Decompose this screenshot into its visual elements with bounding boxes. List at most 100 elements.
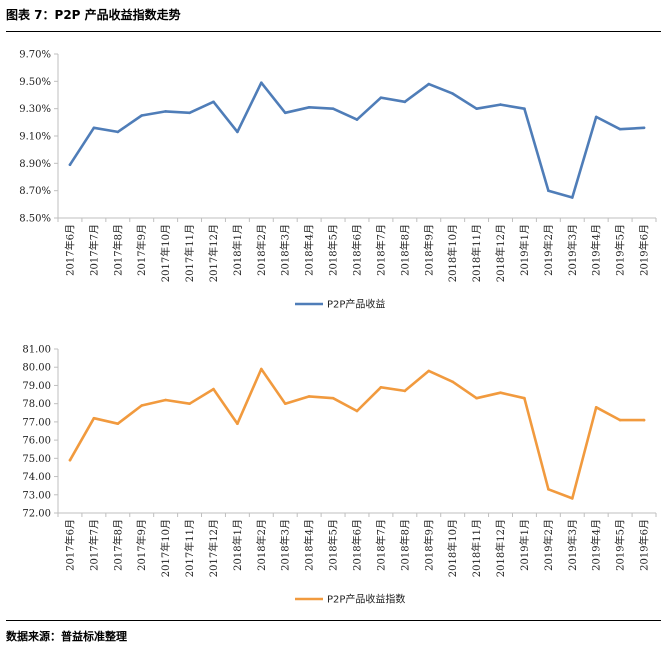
x-tick-label: 2019年4月	[590, 224, 603, 276]
data-point	[547, 488, 550, 491]
x-tick-label: 2018年9月	[422, 519, 435, 571]
data-point	[116, 422, 120, 426]
x-tick-label: 2017年9月	[135, 224, 148, 276]
x-tick-label: 2017年11月	[183, 224, 196, 282]
data-point	[451, 380, 454, 384]
x-tick-label: 2018年4月	[303, 519, 316, 571]
data-point	[260, 367, 263, 371]
x-tick-label: 2018年11月	[470, 224, 483, 282]
y-tick-label: 77.00	[22, 417, 51, 428]
x-tick-label: 2017年8月	[111, 519, 124, 571]
yield-index-line-chart: 72.00 73.00 74.00 75.00 76.00 77.00 78.00 79.00…	[22, 345, 657, 606]
x-tick-label: 2019年1月	[518, 224, 531, 276]
data-point	[164, 398, 167, 402]
x-tick-label: 2018年11月	[470, 519, 483, 577]
data-point	[283, 402, 287, 405]
y-tick-label: 81.00	[22, 345, 51, 356]
x-tick-label: 2018年6月	[351, 519, 364, 571]
data-point	[523, 107, 526, 110]
data-point	[140, 114, 144, 117]
x-tick-label: 2018年4月	[303, 224, 316, 276]
x-tick-label: 2017年10月	[159, 224, 172, 282]
x-tick-label: 2019年3月	[566, 224, 579, 276]
x-tick-label: 2019年3月	[566, 519, 579, 571]
x-tick-label: 2017年6月	[63, 224, 76, 276]
x-tick-label: 2018年5月	[327, 224, 340, 276]
x-tick-label: 2018年7月	[374, 519, 387, 571]
bottom-rule	[6, 620, 661, 621]
data-point	[331, 107, 335, 110]
x-tick-label: 2017年7月	[87, 224, 100, 276]
y-tick-label: 72.00	[22, 509, 51, 520]
y-tick-label: 9.50%	[19, 77, 51, 88]
x-tick-label: 2018年10月	[446, 519, 459, 577]
y-tick-label: 9.10%	[19, 132, 51, 143]
x-tick-label: 2017年6月	[63, 519, 76, 571]
data-point	[523, 396, 526, 400]
x-tick-label: 2018年2月	[255, 224, 268, 276]
y-tick-label: 73.00	[22, 490, 51, 501]
data-point	[355, 118, 359, 121]
legend-label: P2P产品收益	[327, 298, 385, 311]
x-tick-label: 2017年12月	[207, 519, 220, 577]
data-point	[188, 111, 191, 115]
y-tick-label: 8.70%	[19, 186, 51, 197]
data-point	[594, 406, 598, 409]
x-tick-label: 2017年12月	[207, 224, 220, 282]
x-tick-label: 2018年8月	[398, 224, 411, 276]
data-point	[379, 96, 383, 100]
data-point	[403, 389, 407, 393]
data-point	[307, 395, 311, 398]
data-point	[212, 100, 215, 104]
data-point	[451, 92, 454, 95]
x-tick-label: 2017年7月	[87, 519, 100, 571]
data-point	[570, 196, 574, 199]
data-point	[475, 107, 478, 110]
data-point	[140, 404, 144, 407]
data-point	[236, 130, 239, 134]
data-point	[331, 396, 335, 400]
yield-line-chart: 8.50% 8.70% 8.90% 9.10% 9.30% 9.50% 9.70% 2017年…	[19, 50, 657, 311]
data-point	[427, 82, 431, 86]
series-line	[68, 81, 646, 199]
data-point	[92, 416, 96, 420]
x-tick-label: 2018年3月	[279, 519, 292, 571]
data-source: 数据来源：普益标准整理	[6, 630, 127, 643]
y-tick-label: 74.00	[22, 472, 51, 483]
data-point	[618, 127, 622, 131]
x-tick-label: 2018年12月	[494, 519, 507, 577]
data-point	[92, 126, 96, 130]
series-line	[68, 367, 646, 500]
y-tick-label: 8.50%	[19, 214, 51, 225]
x-tick-label: 2018年5月	[327, 519, 340, 571]
data-point	[427, 369, 431, 373]
x-tick-label: 2017年8月	[111, 224, 124, 276]
data-point	[307, 106, 311, 109]
x-tick-label: 2018年10月	[446, 224, 459, 282]
x-tick-label: 2018年3月	[279, 224, 292, 276]
data-point	[403, 100, 407, 104]
x-tick-label: 2019年5月	[614, 519, 627, 571]
y-tick-label: 76.00	[22, 436, 51, 447]
x-tick-label: 2017年9月	[135, 519, 148, 571]
y-tick-label: 79.00	[22, 381, 51, 392]
x-tick-label: 2018年8月	[398, 519, 411, 571]
legend-label: P2P产品收益指数	[327, 593, 405, 606]
x-tick-label: 2018年1月	[231, 519, 244, 571]
x-tick-label: 2018年7月	[374, 224, 387, 276]
y-tick-label: 8.90%	[19, 159, 51, 170]
data-point	[618, 418, 622, 422]
data-point	[68, 163, 72, 166]
y-tick-label: 9.70%	[19, 50, 51, 61]
data-point	[355, 409, 359, 413]
data-point	[499, 103, 502, 106]
figure-title: 图表 7：P2P 产品收益指数走势	[6, 8, 181, 22]
x-tick-label: 2017年10月	[159, 519, 172, 577]
data-point	[594, 115, 598, 119]
y-tick-label: 78.00	[22, 399, 51, 410]
data-point	[188, 402, 191, 405]
x-tick-label: 2018年12月	[494, 224, 507, 282]
x-tick-label: 2019年2月	[542, 224, 555, 276]
data-point	[283, 111, 287, 115]
x-tick-label: 2019年6月	[638, 224, 651, 276]
